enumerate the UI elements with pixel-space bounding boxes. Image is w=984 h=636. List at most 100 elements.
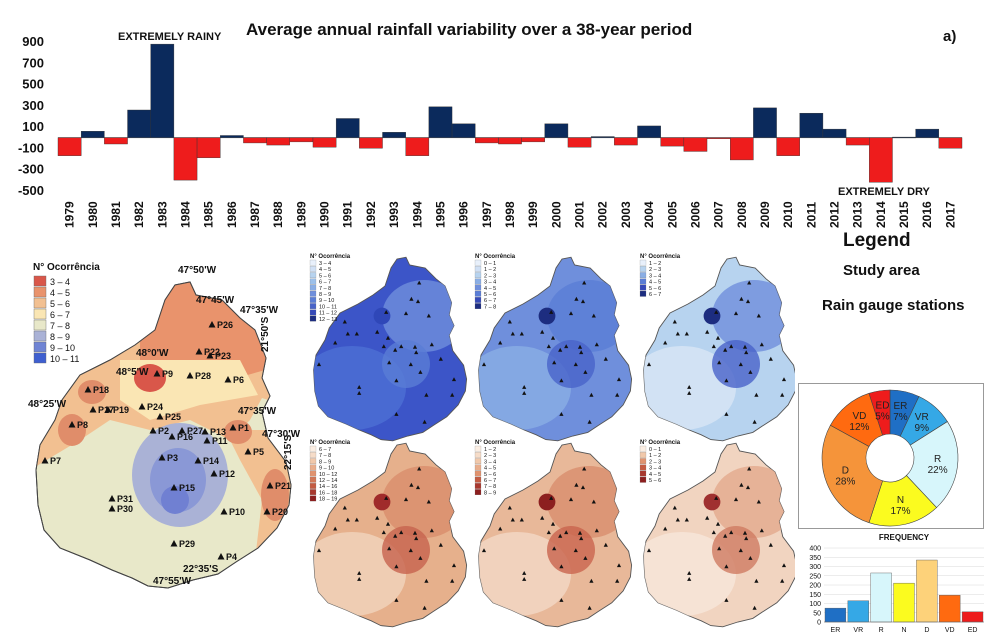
station-marker-icon — [711, 530, 716, 535]
small-map-legend-swatch — [639, 272, 647, 278]
station-marker-icon — [68, 421, 76, 428]
station-marker-icon — [742, 530, 748, 535]
pie-slice-value: 5% — [875, 412, 890, 423]
map-legend-label: 4 – 5 — [50, 288, 70, 298]
station-marker-icon — [89, 406, 97, 413]
small-map-zone — [478, 346, 572, 431]
small-map-legend-label: 3 – 4 — [649, 273, 661, 279]
station-marker-icon — [481, 362, 487, 367]
frequency-bar — [916, 559, 938, 623]
station-marker-icon — [206, 352, 214, 359]
small-map-legend-swatch — [474, 284, 482, 291]
station-marker-icon — [384, 310, 389, 314]
station-marker-icon — [375, 329, 380, 334]
year-label: 1983 — [155, 201, 169, 228]
small-map-zone — [373, 307, 391, 325]
small-map-zone — [478, 532, 572, 617]
station-marker-icon — [748, 556, 753, 560]
station-label: P12 — [219, 469, 235, 479]
map-coordinate-label: 47°35'W — [238, 406, 277, 417]
anomaly-bar — [498, 137, 522, 145]
station-marker-icon — [412, 344, 418, 349]
station-marker-icon — [429, 342, 434, 347]
frequency-bar — [824, 607, 847, 623]
small-map-legend-swatch — [309, 470, 317, 477]
small-map-legend-swatch — [639, 458, 647, 464]
station-marker-icon — [663, 526, 668, 531]
station-marker-icon — [229, 424, 237, 431]
small-map-zone — [382, 280, 466, 352]
small-map-legend-swatch — [309, 464, 317, 471]
small-map-zone — [547, 280, 631, 352]
small-map-zone — [382, 466, 466, 538]
small-map-legend-swatch — [309, 278, 317, 285]
station-marker-icon — [41, 457, 49, 464]
station-marker-icon — [357, 385, 362, 389]
station-marker-icon — [498, 340, 503, 345]
station-marker-icon — [646, 362, 652, 367]
station-marker-icon — [759, 528, 764, 533]
station-marker-icon — [724, 378, 729, 383]
anomaly-bar — [312, 137, 337, 148]
small-map-legend-swatch — [309, 445, 317, 452]
station-marker-icon — [615, 392, 620, 397]
small-map-legend-label: 1 – 2 — [649, 261, 661, 267]
small-map-legend-label: 5 – 6 — [649, 286, 661, 292]
station-label: P26 — [217, 320, 233, 330]
small-map-legend-swatch — [639, 266, 647, 272]
station-marker-icon — [178, 427, 186, 434]
small-map-legend-swatch — [639, 278, 647, 285]
station-marker-icon — [519, 331, 524, 336]
station-marker-icon — [418, 556, 423, 560]
station-marker-icon — [387, 546, 392, 551]
small-map-zone — [313, 532, 407, 617]
station-marker-icon — [768, 542, 773, 547]
anomaly-bar — [776, 137, 800, 156]
small-map-legend-swatch — [474, 297, 482, 303]
station-marker-icon — [412, 530, 418, 535]
map-coordinate-label: 21°50'S — [260, 316, 271, 352]
small-map-legend-swatch — [309, 303, 317, 310]
small-map-zone — [313, 346, 407, 431]
annotation-extremely-dry: EXTREMELY DRY — [838, 186, 931, 198]
station-marker-icon — [224, 376, 232, 383]
station-marker-icon — [589, 392, 594, 397]
station-marker-icon — [394, 598, 399, 602]
small-map-legend-title: N° Ocorrência — [310, 440, 351, 446]
y-tick-label: 300 — [22, 98, 44, 113]
pie-slice — [821, 424, 883, 524]
station-marker-icon — [747, 280, 752, 285]
small-map-legend-label: 4 – 5 — [484, 466, 496, 472]
small-map-legend-label: 6 – 7 — [649, 292, 661, 298]
small-map-legend-label: 7 – 8 — [319, 286, 331, 292]
small-map — [313, 442, 468, 628]
panel-label: a) — [943, 28, 957, 45]
map-coordinate-label: 48°0'W — [136, 348, 169, 359]
station-marker-icon — [729, 530, 734, 535]
station-label: P14 — [203, 456, 219, 466]
station-marker-icon — [687, 385, 692, 389]
map-legend-title: N° Ocorrência — [33, 262, 100, 273]
station-marker-icon — [170, 540, 178, 547]
station-marker-icon — [104, 406, 112, 413]
x-tick-label: VD — [945, 627, 955, 634]
year-label: 2014 — [874, 201, 888, 228]
small-map-legend-swatch — [309, 272, 317, 278]
station-label: P30 — [117, 504, 133, 514]
year-label: 1990 — [318, 201, 332, 228]
map-legend-swatch — [33, 308, 47, 320]
small-map-legend-swatch — [474, 445, 482, 452]
small-map-zone — [712, 466, 795, 539]
year-label: 2009 — [758, 201, 772, 228]
map-legend-label: 7 – 8 — [50, 321, 70, 331]
station-marker-icon — [582, 466, 587, 471]
pie-slice — [906, 421, 959, 508]
station-label: P2 — [158, 426, 169, 436]
anomaly-bar — [57, 137, 82, 156]
station-label: P13 — [210, 427, 226, 437]
pie-slice-label: VR — [915, 412, 929, 423]
station-marker-icon — [675, 517, 680, 522]
year-label: 1988 — [271, 201, 285, 228]
small-map-legend-label: 2 – 3 — [649, 267, 661, 273]
small-map-legend-label: 18 – 19 — [319, 497, 337, 503]
